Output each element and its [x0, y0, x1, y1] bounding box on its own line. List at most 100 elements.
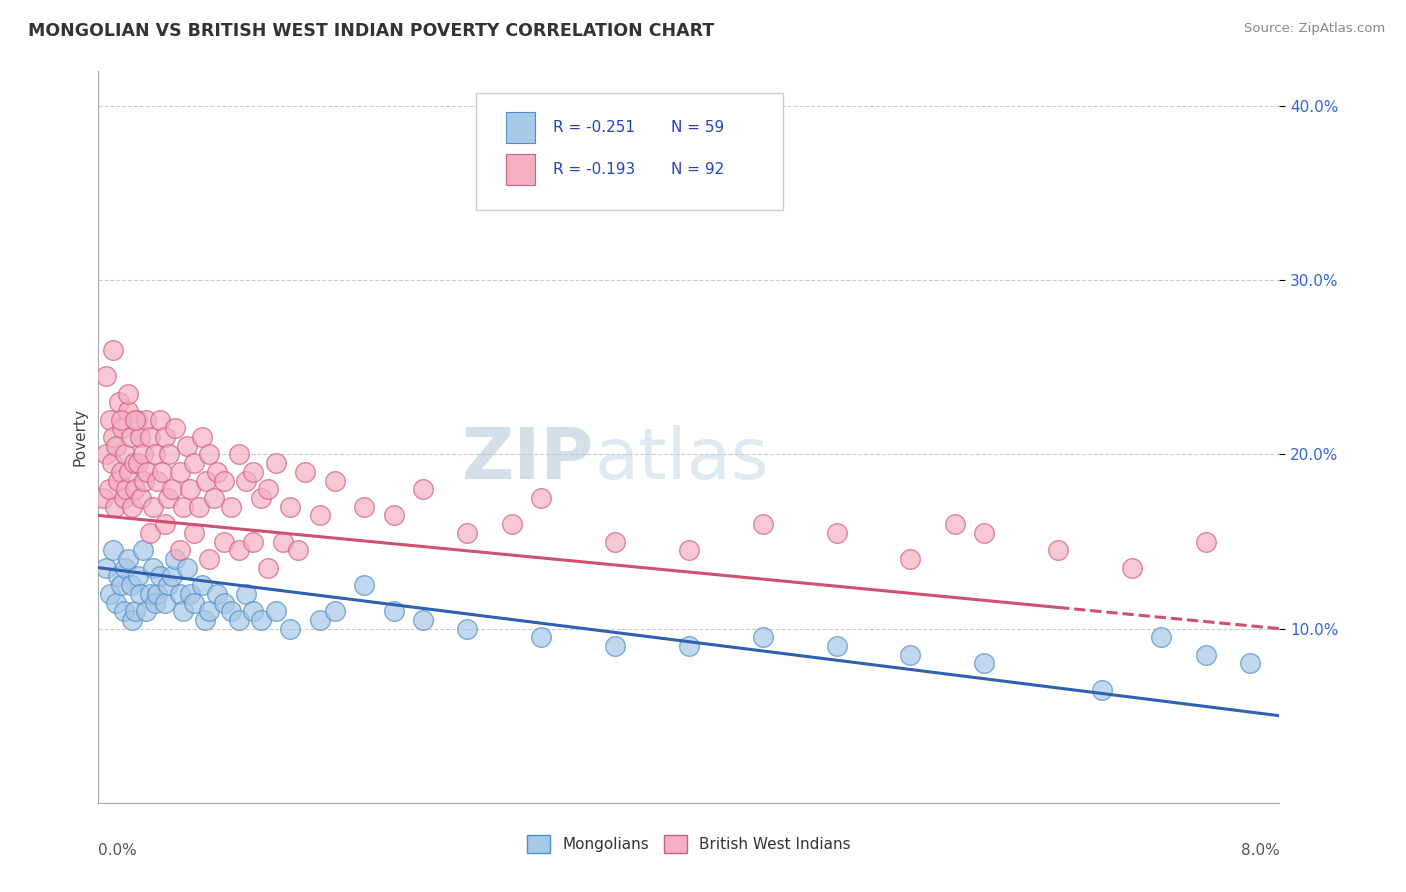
Point	[382, 604, 405, 618]
Point	[115, 483, 138, 497]
Point	[179, 587, 201, 601]
Point	[143, 448, 166, 462]
Legend: Mongolians, British West Indians: Mongolians, British West Indians	[519, 827, 859, 861]
Point	[132, 448, 155, 462]
Point	[127, 569, 149, 583]
Point	[1121, 560, 1143, 574]
Point	[127, 456, 149, 470]
Point	[257, 560, 280, 574]
Point	[242, 534, 264, 549]
Point	[264, 604, 287, 618]
Point	[139, 525, 162, 540]
Point	[198, 552, 221, 566]
Point	[142, 500, 165, 514]
Y-axis label: Poverty: Poverty	[72, 408, 87, 467]
Point	[122, 456, 145, 470]
Point	[198, 604, 221, 618]
Point	[149, 412, 172, 426]
Point	[309, 613, 332, 627]
Text: Source: ZipAtlas.com: Source: ZipAtlas.com	[1244, 22, 1385, 36]
Point	[221, 604, 243, 618]
Point	[176, 439, 198, 453]
Text: atlas: atlas	[595, 425, 769, 493]
Point	[221, 500, 243, 514]
Point	[212, 534, 235, 549]
Point	[114, 560, 136, 574]
Point	[212, 595, 235, 609]
Point	[150, 465, 173, 479]
FancyBboxPatch shape	[506, 112, 536, 143]
Point	[111, 421, 134, 435]
Point	[605, 639, 627, 653]
Text: R = -0.193: R = -0.193	[553, 161, 636, 177]
Point	[125, 412, 148, 426]
Point	[195, 474, 218, 488]
Point	[112, 491, 135, 505]
Point	[530, 631, 553, 645]
Point	[235, 587, 257, 601]
Point	[1195, 534, 1218, 549]
Point	[128, 587, 150, 601]
Point	[135, 412, 157, 426]
Point	[153, 517, 176, 532]
Point	[169, 465, 191, 479]
Point	[91, 491, 114, 505]
Point	[457, 525, 479, 540]
Point	[157, 448, 180, 462]
Point	[183, 525, 205, 540]
Point	[146, 587, 169, 601]
Point	[117, 386, 139, 401]
Point	[280, 622, 302, 636]
FancyBboxPatch shape	[506, 154, 536, 185]
Point	[287, 543, 309, 558]
Text: 8.0%: 8.0%	[1240, 843, 1279, 858]
Point	[678, 639, 700, 653]
Point	[973, 657, 995, 671]
Point	[172, 604, 194, 618]
Point	[107, 569, 129, 583]
Point	[187, 500, 209, 514]
Point	[94, 448, 117, 462]
Point	[1046, 543, 1070, 558]
FancyBboxPatch shape	[477, 94, 783, 211]
Point	[124, 412, 146, 426]
Point	[98, 412, 121, 426]
Point	[235, 474, 257, 488]
Point	[104, 500, 127, 514]
Point	[257, 483, 280, 497]
Point	[678, 543, 700, 558]
Point	[103, 543, 125, 558]
Point	[900, 648, 922, 662]
Point	[121, 613, 143, 627]
Point	[530, 491, 553, 505]
Point	[129, 491, 152, 505]
Text: MONGOLIAN VS BRITISH WEST INDIAN POVERTY CORRELATION CHART: MONGOLIAN VS BRITISH WEST INDIAN POVERTY…	[28, 22, 714, 40]
Point	[110, 578, 132, 592]
Point	[194, 613, 217, 627]
Point	[501, 517, 523, 532]
Point	[228, 613, 250, 627]
Point	[242, 465, 264, 479]
Point	[143, 595, 166, 609]
Point	[457, 622, 479, 636]
Point	[323, 474, 346, 488]
Point	[108, 395, 131, 409]
Point	[309, 508, 332, 523]
Point	[191, 430, 214, 444]
Text: R = -0.251: R = -0.251	[553, 120, 636, 136]
Point	[323, 604, 346, 618]
Text: 0.0%: 0.0%	[98, 843, 138, 858]
Point	[353, 578, 375, 592]
Point	[973, 525, 995, 540]
Point	[110, 465, 132, 479]
Point	[105, 439, 128, 453]
Point	[149, 569, 172, 583]
Point	[228, 543, 250, 558]
Point	[162, 569, 183, 583]
Point	[183, 456, 205, 470]
Point	[1091, 682, 1114, 697]
Point	[153, 430, 176, 444]
Point	[825, 525, 848, 540]
Point	[105, 595, 128, 609]
Point	[132, 543, 155, 558]
